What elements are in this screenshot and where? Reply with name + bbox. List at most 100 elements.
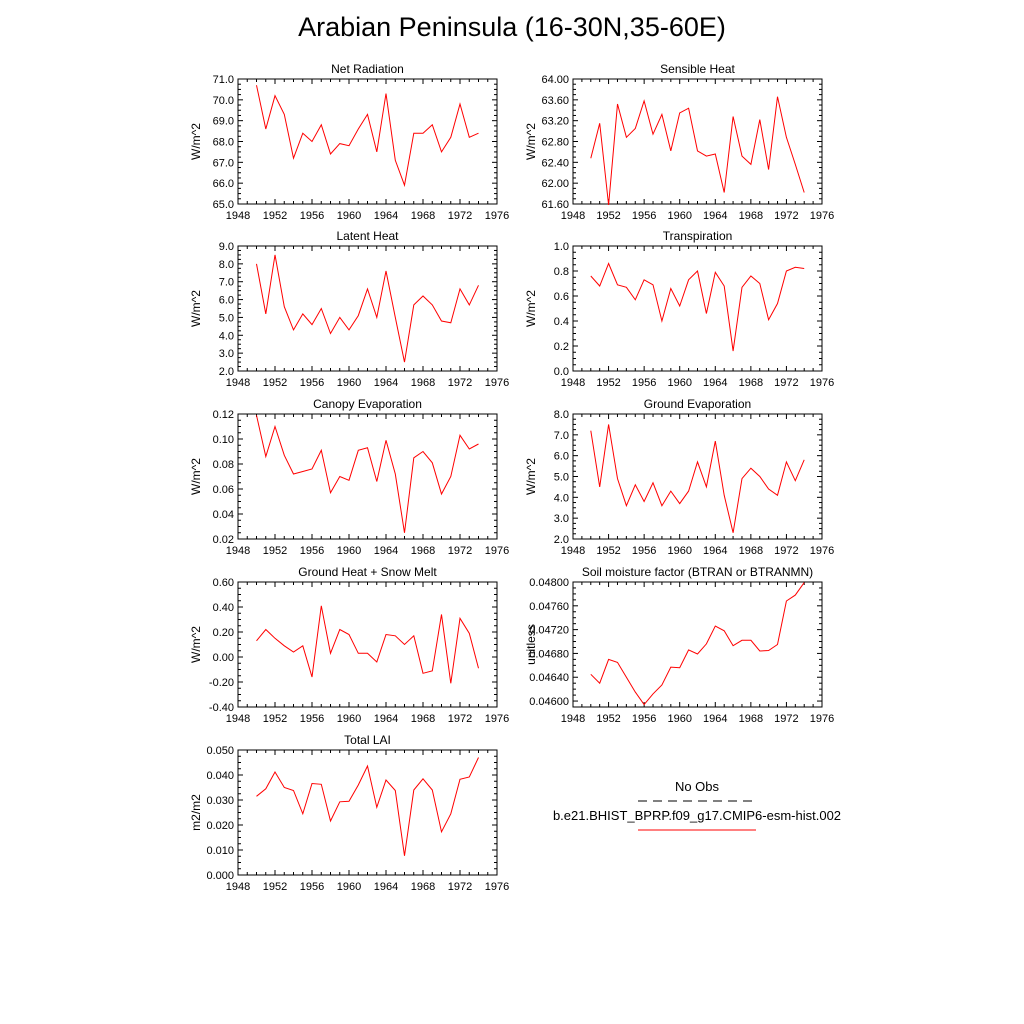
chart-panel: Soil moisture factor (BTRAN or BTRANMN) 1… xyxy=(524,565,834,725)
y-tick-label: 2.0 xyxy=(219,366,234,378)
chart-panel: Net Radiation 1948 1952 1956 1960 1964 1968 197… xyxy=(189,62,509,222)
y-tick-label: 0.02 xyxy=(213,534,234,546)
x-tick-label: 1948 xyxy=(226,881,250,893)
x-tick-label: 1948 xyxy=(561,545,585,557)
x-tick-label: 1968 xyxy=(739,545,763,557)
x-tick-label: 1956 xyxy=(300,545,324,557)
y-tick-label: 67.0 xyxy=(213,157,234,169)
x-tick-label: 1976 xyxy=(485,210,509,222)
x-tick-label: 1948 xyxy=(561,377,585,389)
x-tick-label: 1968 xyxy=(411,377,435,389)
x-tick-label: 1968 xyxy=(739,210,763,222)
y-tick-label: 8.0 xyxy=(219,259,234,271)
y-tick-label: 6.0 xyxy=(219,295,234,307)
x-tick-label: 1964 xyxy=(374,713,398,725)
x-tick-label: 1952 xyxy=(596,210,620,222)
x-tick-label: 1964 xyxy=(703,713,727,725)
x-tick-label: 1960 xyxy=(667,713,691,725)
x-tick-label: 1948 xyxy=(226,545,250,557)
x-tick-label: 1960 xyxy=(337,210,361,222)
chart-panel: Latent Heat 1948 1952 1956 1960 1964 1968 1972 1… xyxy=(189,229,509,389)
y-tick-label: 0.08 xyxy=(213,459,234,471)
y-tick-label: 66.0 xyxy=(213,178,234,190)
y-tick-label: 4.0 xyxy=(219,330,234,342)
panel-title: Total LAI xyxy=(344,733,391,747)
x-tick-label: 1968 xyxy=(411,713,435,725)
x-tick-label: 1972 xyxy=(448,881,472,893)
y-tick-label: 7.0 xyxy=(219,277,234,289)
y-tick-label: 61.60 xyxy=(541,199,569,211)
y-tick-label: 65.0 xyxy=(213,199,234,211)
y-axis-label: W/m^2 xyxy=(524,290,538,327)
y-axis-label: W/m^2 xyxy=(524,458,538,495)
y-tick-label: 0.0 xyxy=(554,366,569,378)
x-tick-label: 1968 xyxy=(411,210,435,222)
x-tick-label: 1952 xyxy=(263,713,287,725)
y-tick-label: 7.0 xyxy=(554,430,569,442)
y-tick-label: 68.0 xyxy=(213,137,234,149)
legend-obs-label: No Obs xyxy=(675,779,720,794)
x-tick-label: 1976 xyxy=(485,713,509,725)
x-tick-label: 1956 xyxy=(300,713,324,725)
x-tick-label: 1972 xyxy=(448,545,472,557)
y-tick-label: 0.04760 xyxy=(529,601,569,613)
y-tick-label: 62.00 xyxy=(541,178,569,190)
chart-panel: Total LAI 1948 1952 1956 1960 1964 1968 1972 197… xyxy=(189,733,509,893)
y-tick-label: 62.40 xyxy=(541,157,569,169)
x-tick-label: 1964 xyxy=(703,210,727,222)
y-axis-label: W/m^2 xyxy=(189,458,203,495)
x-tick-label: 1952 xyxy=(263,545,287,557)
x-tick-label: 1948 xyxy=(561,210,585,222)
x-tick-label: 1968 xyxy=(411,881,435,893)
x-tick-label: 1960 xyxy=(667,545,691,557)
legend-model-label: b.e21.BHIST_BPRP.f09_g17.CMIP6-esm-hist.… xyxy=(553,808,841,823)
x-tick-label: 1968 xyxy=(739,713,763,725)
y-tick-label: 0.06 xyxy=(213,484,234,496)
series-line xyxy=(256,254,479,363)
x-tick-label: 1956 xyxy=(632,713,656,725)
x-tick-label: 1952 xyxy=(596,545,620,557)
x-tick-label: 1960 xyxy=(337,881,361,893)
x-tick-label: 1960 xyxy=(667,210,691,222)
y-tick-label: 8.0 xyxy=(554,409,569,421)
y-tick-label: 6.0 xyxy=(554,451,569,463)
y-tick-label: 0.6 xyxy=(554,291,569,303)
y-axis-label: m2/m2 xyxy=(189,794,203,831)
y-tick-label: 0.40 xyxy=(213,602,234,614)
chart-panel: Sensible Heat 1948 1952 1956 1960 1964 1968 197… xyxy=(524,62,834,222)
y-tick-label: 0.020 xyxy=(206,820,234,832)
x-tick-label: 1972 xyxy=(448,210,472,222)
plot-frame xyxy=(572,581,823,708)
y-tick-label: 0.00 xyxy=(213,652,234,664)
y-tick-label: 3.0 xyxy=(219,348,234,360)
y-tick-label: 1.0 xyxy=(554,241,569,253)
x-tick-label: 1952 xyxy=(263,881,287,893)
y-tick-label: 0.8 xyxy=(554,266,569,278)
panel-title: Soil moisture factor (BTRAN or BTRANMN) xyxy=(582,565,813,579)
x-tick-label: 1956 xyxy=(300,210,324,222)
x-tick-label: 1952 xyxy=(596,377,620,389)
y-tick-label: 0.20 xyxy=(213,627,234,639)
plot-frame xyxy=(237,749,498,876)
y-axis-label: W/m^2 xyxy=(189,290,203,327)
y-tick-label: 69.0 xyxy=(213,116,234,128)
series-line xyxy=(590,582,805,706)
y-tick-label: -0.40 xyxy=(209,702,234,714)
x-tick-label: 1960 xyxy=(337,713,361,725)
x-tick-label: 1968 xyxy=(411,545,435,557)
x-tick-label: 1960 xyxy=(667,377,691,389)
x-tick-label: 1960 xyxy=(337,545,361,557)
y-axis-label: W/m^2 xyxy=(189,123,203,160)
page-title: Arabian Peninsula (16-30N,35-60E) xyxy=(298,12,726,42)
y-tick-label: 0.040 xyxy=(206,770,234,782)
x-tick-label: 1964 xyxy=(374,377,398,389)
series-line xyxy=(256,757,479,856)
x-tick-label: 1976 xyxy=(810,713,834,725)
y-tick-label: 62.80 xyxy=(541,137,569,149)
plot-frame xyxy=(572,245,823,372)
chart-panel: Ground Heat + Snow Melt 1948 1952 1956 1960 1… xyxy=(189,565,509,725)
y-tick-label: 64.00 xyxy=(541,74,569,86)
y-axis-label: W/m^2 xyxy=(524,123,538,160)
x-tick-label: 1972 xyxy=(774,210,798,222)
x-tick-label: 1972 xyxy=(448,713,472,725)
